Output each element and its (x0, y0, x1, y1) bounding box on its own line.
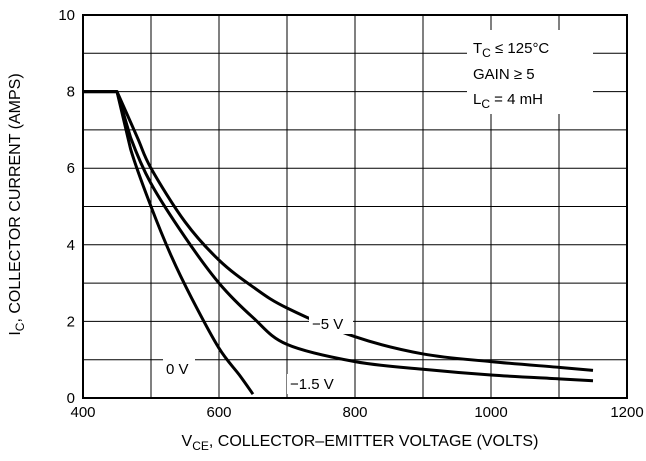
x-axis-label-sub: CE (192, 439, 209, 453)
annotation-gain: GAIN ≥ 5 (473, 66, 535, 83)
annotation-block: TC ≤ 125°C GAIN ≥ 5 LC = 4 mH (467, 30, 593, 114)
series-label-background-0v (163, 359, 195, 379)
annotation-gain-main: GAIN ≥ 5 (473, 66, 535, 83)
annotation-temperature-main: T (473, 40, 482, 57)
series-label-0v: 0 V (166, 361, 189, 378)
y-tick-label: 6 (67, 160, 75, 177)
x-tick-label: 800 (342, 404, 367, 421)
series-label-5v: −5 V (312, 316, 343, 333)
annotation-background (467, 30, 593, 114)
y-tick-label: 4 (67, 237, 75, 254)
x-tick-label: 1200 (610, 404, 643, 421)
x-axis-label-main: V (182, 433, 193, 450)
series-layer (83, 90, 594, 396)
x-axis-label-rest: , COLLECTOR–EMITTER VOLTAGE (VOLTS) (209, 433, 539, 450)
annotation-inductance-main: L (473, 91, 481, 108)
y-axis-label-rest: , COLLECTOR CURRENT (AMPS) (7, 73, 24, 322)
y-tick-label: 0 (67, 390, 75, 407)
series-line-1-5v (83, 90, 594, 383)
y-tick-label: 8 (67, 84, 75, 101)
x-tick-label: 1000 (474, 404, 507, 421)
x-tick-label: 600 (206, 404, 231, 421)
annotation-inductance-sub: C (481, 97, 490, 111)
annotation-inductance-rest: = 4 mH (490, 91, 543, 108)
x-axis-label: VCE, COLLECTOR–EMITTER VOLTAGE (VOLTS) (182, 433, 539, 453)
y-tick-labels: 0 2 4 6 8 10 (58, 7, 75, 407)
annotation-temperature-sub: C (482, 46, 491, 60)
y-axis-label-sub: C (13, 322, 27, 331)
series-line-5v (83, 90, 594, 372)
x-tick-label: 400 (70, 404, 95, 421)
y-axis-label: IC, COLLECTOR CURRENT (AMPS) (7, 73, 27, 335)
y-tick-label: 2 (67, 313, 75, 330)
annotation-temperature: TC ≤ 125°C (473, 40, 549, 60)
series-label-background-5v (309, 314, 353, 334)
series-label-1-5v: −1.5 V (290, 376, 334, 393)
series-line-0v (83, 90, 255, 396)
series-label-background-1-5v (287, 374, 341, 394)
plot-frame (82, 14, 628, 399)
annotation-temperature-rest: ≤ 125°C (491, 40, 550, 57)
y-tick-label: 10 (58, 7, 75, 24)
x-tick-labels: 400 600 800 1000 1200 (70, 404, 643, 421)
annotation-inductance: LC = 4 mH (473, 91, 543, 111)
y-axis-label-main: I (7, 331, 24, 335)
